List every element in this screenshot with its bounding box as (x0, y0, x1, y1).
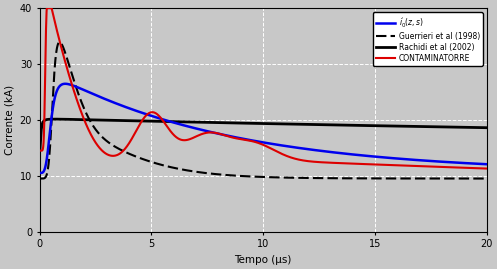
Y-axis label: Corrente (kA): Corrente (kA) (4, 85, 14, 155)
Legend: $i_0^{'}(z,s)$, Guerrieri et al (1998), Rachidi et al (2002), CONTAMINATORRE: $i_0^{'}(z,s)$, Guerrieri et al (1998), … (373, 12, 483, 66)
X-axis label: Tempo (μs): Tempo (μs) (235, 255, 292, 265)
